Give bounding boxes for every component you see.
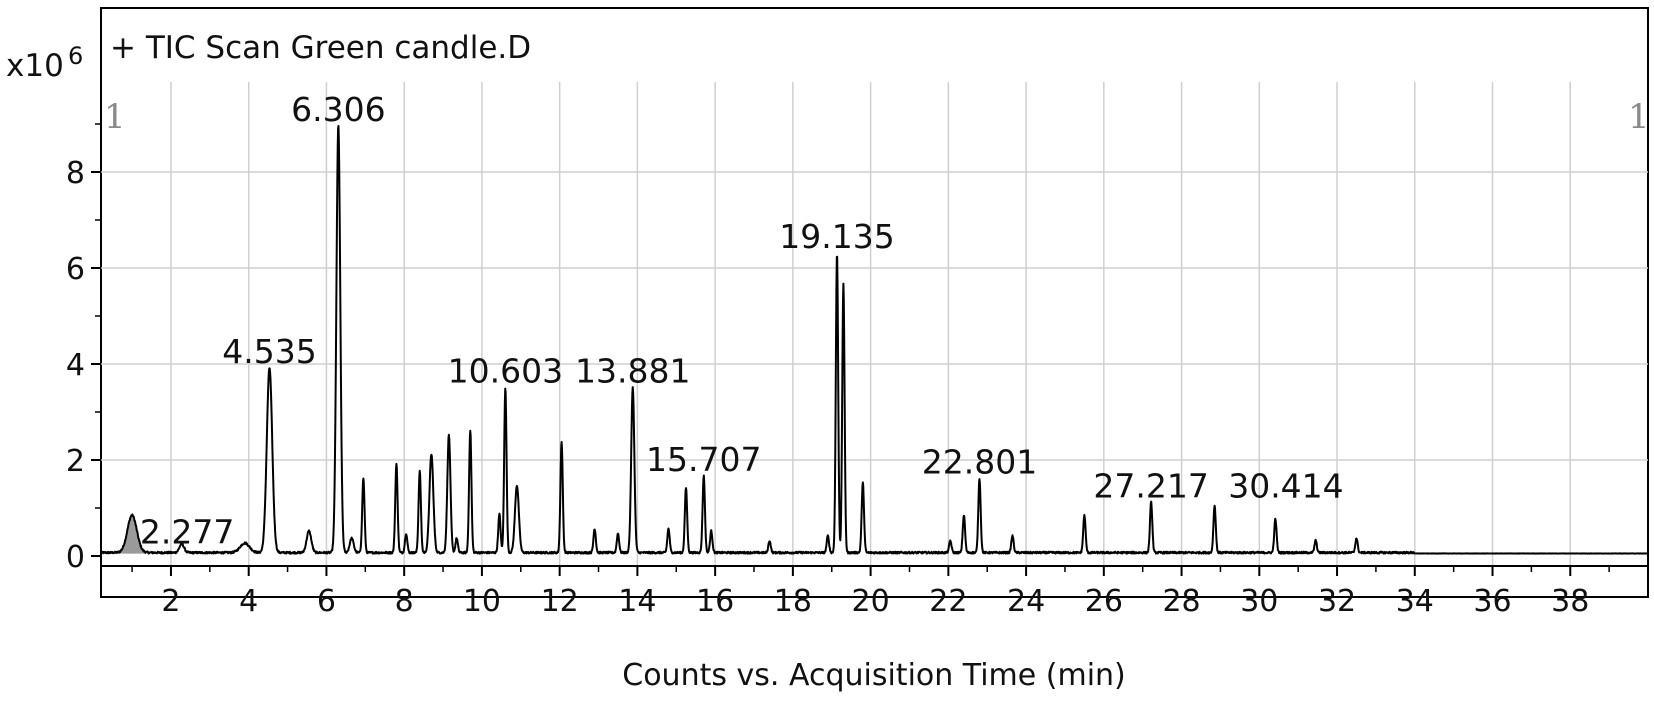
peak-label: 4.535 <box>222 332 316 371</box>
x-tick-label: 26 <box>1085 584 1123 619</box>
y-axis-ticks: 0 2 4 6 8 <box>66 123 101 575</box>
peak-label: 10.603 <box>448 351 563 390</box>
peak-label: 27.217 <box>1093 467 1208 506</box>
x-tick-label: 14 <box>618 584 656 619</box>
y-tick-label: 6 <box>66 252 85 287</box>
x-tick-label: 18 <box>774 584 812 619</box>
x-tick-label: 6 <box>317 584 336 619</box>
x-tick-label: 10 <box>463 584 501 619</box>
peak-label: 30.414 <box>1228 467 1343 506</box>
y-tick-label: 4 <box>66 348 85 383</box>
x-tick-label: 22 <box>929 584 967 619</box>
peak-label: 6.306 <box>291 90 385 129</box>
x-tick-label: 16 <box>696 584 734 619</box>
x-tick-label: 20 <box>852 584 890 619</box>
peak-label: 13.881 <box>575 351 690 390</box>
grid-lines <box>101 82 1648 566</box>
x-tick-label: 8 <box>395 584 414 619</box>
peak-label: 19.135 <box>779 217 894 256</box>
range-marker-left: 1 <box>104 97 126 137</box>
x-tick-label: 4 <box>239 584 258 619</box>
x-tick-label: 34 <box>1396 584 1434 619</box>
y-tick-label: 2 <box>66 444 85 479</box>
x-axis-label: Counts vs. Acquisition Time (min) <box>622 658 1126 693</box>
peak-label: 15.707 <box>646 440 761 479</box>
x-tick-label: 30 <box>1240 584 1278 619</box>
x-tick-label: 38 <box>1551 584 1589 619</box>
x-tick-label: 28 <box>1162 584 1200 619</box>
range-marker-right: 1 <box>1628 97 1650 137</box>
peak-label: 2.277 <box>140 512 234 551</box>
x-tick-label: 32 <box>1318 584 1356 619</box>
y-exponent-power: 6 <box>68 42 83 70</box>
x-tick-label: 12 <box>541 584 579 619</box>
peak-labels: 2.277 4.535 6.306 10.603 13.881 15.707 19.135 2… <box>140 90 1344 552</box>
tic-trace <box>100 124 1649 555</box>
x-axis-ticks: 2 4 6 8 10 12 14 16 18 20 22 24 26 28 30 32 34 36 38 <box>131 566 1610 619</box>
y-tick-label: 8 <box>66 156 85 191</box>
x-tick-label: 24 <box>1007 584 1045 619</box>
x-tick-label: 2 <box>161 584 180 619</box>
plot-frame <box>100 7 1649 598</box>
y-exponent-base: x10 <box>6 48 64 84</box>
x-tick-label: 36 <box>1473 584 1511 619</box>
peak-label: 22.801 <box>922 443 1037 482</box>
chart-title: + TIC Scan Green candle.D <box>110 30 531 66</box>
y-tick-label: 0 <box>66 540 85 575</box>
tic-trace-line <box>100 124 1649 555</box>
